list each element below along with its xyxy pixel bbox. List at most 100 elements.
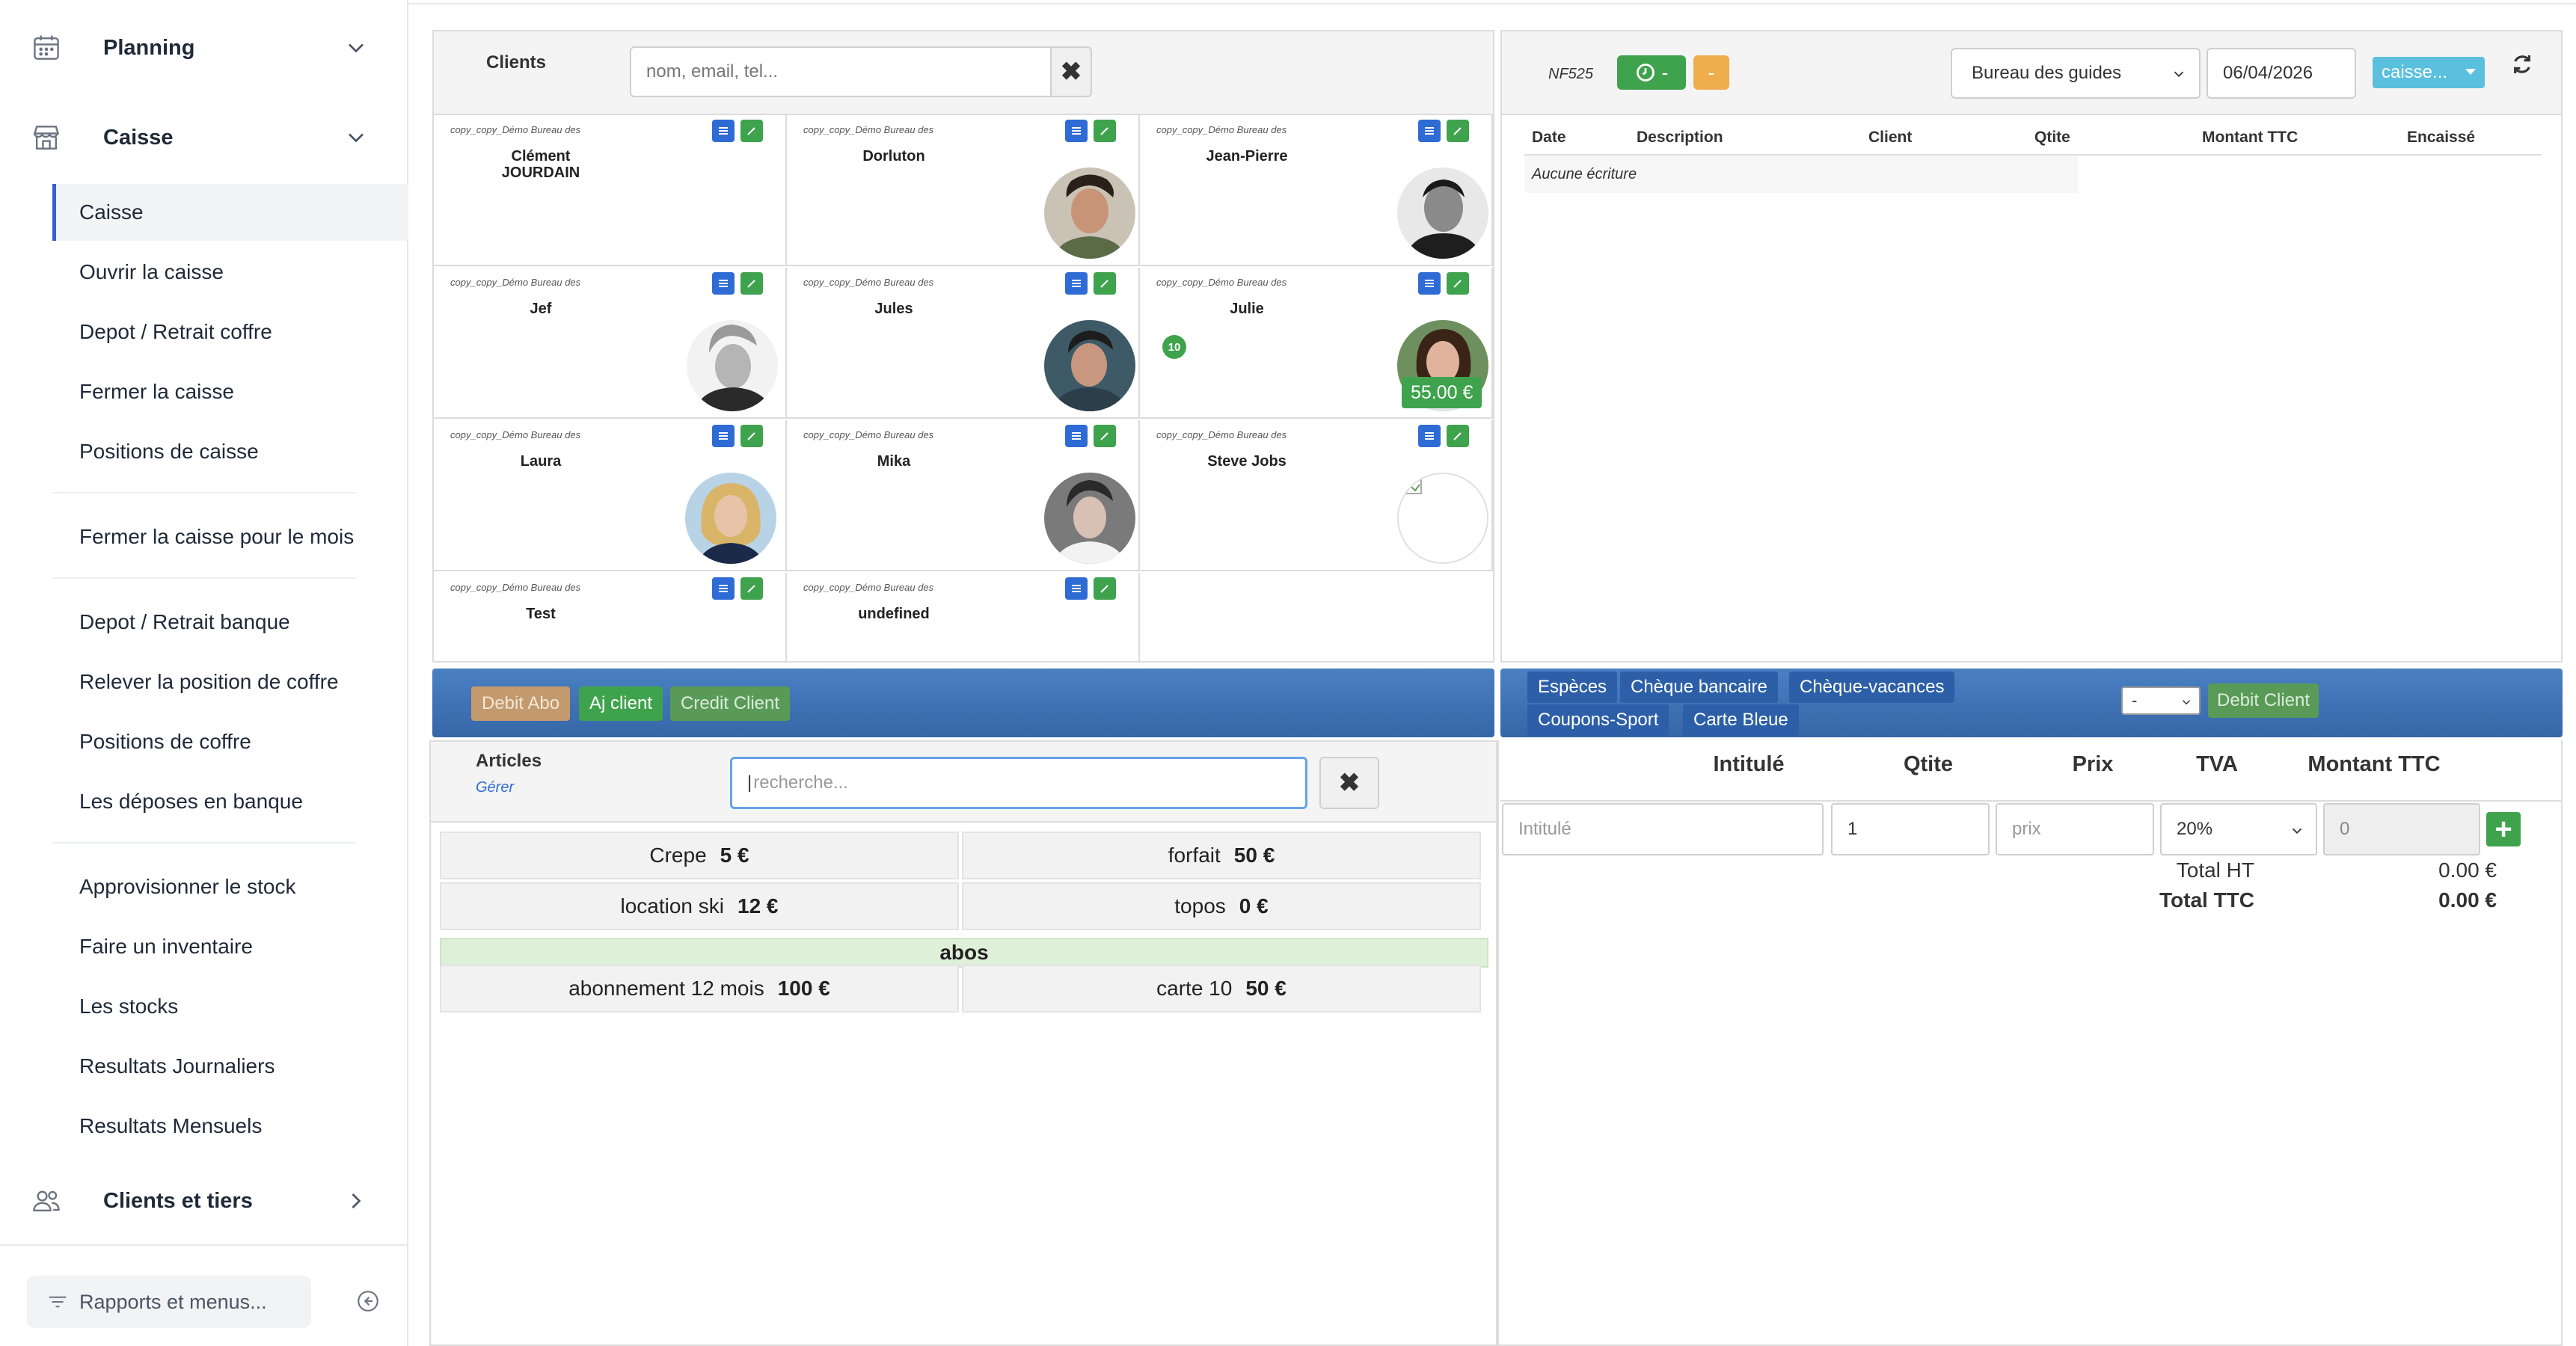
sidebar-divider: [52, 577, 356, 579]
column-header-qty: Qtite: [2034, 129, 2070, 146]
client-edit-button[interactable]: [1447, 272, 1469, 295]
debit-abo-button[interactable]: Debit Abo: [471, 686, 571, 721]
client-card[interactable]: copy_copy_Démo Bureau des Test: [434, 573, 787, 663]
article-item[interactable]: forfait 50 €: [962, 832, 1481, 879]
article-item[interactable]: abonnement 12 mois 100 €: [440, 965, 959, 1012]
sidebar-divider: [52, 842, 356, 843]
client-details-button[interactable]: [712, 120, 735, 142]
list-icon: [719, 127, 728, 135]
line-vat-select[interactable]: 20%: [2160, 803, 2317, 855]
client-card[interactable]: copy_copy_Démo Bureau des Jean-Pierre: [1140, 115, 1493, 266]
sidebar-item-stocks[interactable]: Les stocks: [79, 995, 179, 1018]
article-item[interactable]: carte 10 50 €: [962, 965, 1481, 1012]
client-details-button[interactable]: [712, 577, 735, 600]
sidebar-item-positions-caisse[interactable]: Positions de caisse: [79, 440, 259, 463]
client-details-button[interactable]: [1065, 272, 1088, 295]
client-edit-button[interactable]: [740, 577, 763, 600]
sidebar-item-caisse[interactable]: Caisse: [52, 184, 408, 241]
article-item[interactable]: location ski 12 €: [440, 882, 959, 930]
payment-cash-button[interactable]: Espèces: [1527, 672, 1618, 703]
article-item[interactable]: topos 0 €: [962, 882, 1481, 930]
client-search-clear-button[interactable]: ✖: [1050, 46, 1092, 97]
client-details-button[interactable]: [712, 425, 735, 447]
sidebar-item-fermer-caisse-mois[interactable]: Fermer la caisse pour le mois: [79, 525, 355, 548]
sidebar-item-relever-position-coffre[interactable]: Relever la position de coffre: [79, 670, 339, 693]
payment-check-button[interactable]: Chèque bancaire: [1620, 672, 1778, 703]
article-search-clear-button[interactable]: ✖: [1319, 757, 1379, 809]
client-details-button[interactable]: [712, 272, 735, 295]
sidebar-item-depot-retrait-banque[interactable]: Depot / Retrait banque: [79, 610, 290, 633]
client-edit-button[interactable]: [740, 120, 763, 142]
client-details-button[interactable]: [1418, 425, 1441, 447]
client-details-button[interactable]: [1065, 120, 1088, 142]
payment-client-select[interactable]: -: [2121, 686, 2201, 715]
client-edit-button[interactable]: [1094, 425, 1116, 447]
article-item[interactable]: Crepe 5 €: [440, 832, 959, 879]
office-select[interactable]: Bureau des guides: [1951, 48, 2201, 99]
sidebar-group-clients-tiers[interactable]: Clients et tiers: [0, 1167, 408, 1235]
debit-client-button[interactable]: Debit Client: [2208, 683, 2319, 718]
payment-sport-coupon-button[interactable]: Coupons-Sport: [1527, 704, 1669, 736]
collapse-sidebar-icon[interactable]: [355, 1288, 381, 1315]
chevron-down-icon[interactable]: [343, 124, 369, 151]
column-header-client: Client: [1868, 129, 1913, 146]
client-card[interactable]: copy_copy_Démo Bureau des Laura: [434, 420, 787, 571]
client-details-button[interactable]: [1065, 425, 1088, 447]
client-edit-button[interactable]: [1094, 272, 1116, 295]
status-pill-orange[interactable]: -: [1693, 55, 1729, 90]
reports-menu-button[interactable]: Rapports et menus...: [27, 1276, 311, 1328]
add-client-button[interactable]: Aj client: [579, 686, 663, 721]
sidebar-group-label: Caisse: [103, 125, 174, 150]
sidebar-item-fermer-caisse[interactable]: Fermer la caisse: [79, 380, 234, 403]
chevron-down-icon[interactable]: [343, 34, 369, 61]
client-details-button[interactable]: [1418, 272, 1441, 295]
client-details-button[interactable]: [1065, 577, 1088, 600]
client-avatar: [1044, 320, 1135, 411]
client-card[interactable]: copy_copy_Démo Bureau des Dorluton: [787, 115, 1140, 266]
line-price-input[interactable]: prix: [1996, 803, 2154, 855]
refresh-icon[interactable]: [2510, 52, 2534, 76]
pencil-icon: [1100, 280, 1108, 288]
line-qty-input[interactable]: 1: [1831, 803, 1990, 855]
chevron-right-icon[interactable]: [343, 1187, 369, 1214]
status-pill-green[interactable]: -: [1617, 55, 1686, 90]
sidebar-item-deposes-banque[interactable]: Les déposes en banque: [79, 790, 303, 813]
client-edit-button[interactable]: [1094, 120, 1116, 142]
client-card[interactable]: copy_copy_Démo Bureau des Steve Jobs: [1140, 420, 1493, 571]
client-card[interactable]: copy_copy_Démo Bureau des Jules: [787, 268, 1140, 419]
sidebar-item-positions-coffre[interactable]: Positions de coffre: [79, 730, 251, 753]
column-header-total-ttc: Montant TTC: [2307, 752, 2441, 776]
client-office: copy_copy_Démo Bureau des: [1156, 277, 1287, 288]
client-name: Laura: [520, 453, 562, 470]
client-card[interactable]: copy_copy_Démo Bureau des Mika: [787, 420, 1140, 571]
payment-holiday-voucher-button[interactable]: Chèque-vacances: [1789, 672, 1955, 703]
payment-card-button[interactable]: Carte Bleue: [1683, 704, 1799, 736]
line-label-input[interactable]: Intitulé: [1502, 803, 1824, 855]
article-search-input[interactable]: | recherche...: [730, 757, 1307, 809]
sidebar-group-caisse[interactable]: Caisse: [0, 103, 408, 172]
register-dropdown[interactable]: caisse...: [2373, 57, 2485, 88]
sidebar-item-ouvrir-caisse[interactable]: Ouvrir la caisse: [79, 260, 224, 283]
add-line-button[interactable]: +: [2486, 812, 2521, 846]
sidebar-item-inventaire[interactable]: Faire un inventaire: [79, 935, 253, 958]
sidebar-item-depot-retrait-coffre[interactable]: Depot / Retrait coffre: [79, 320, 272, 343]
column-header-qty: Qtite: [1903, 752, 1954, 776]
credit-client-button[interactable]: Credit Client: [670, 686, 791, 721]
client-edit-button[interactable]: [740, 272, 763, 295]
client-edit-button[interactable]: [1447, 425, 1469, 447]
client-search-input[interactable]: [630, 46, 1052, 97]
client-card[interactable]: copy_copy_Démo Bureau des Clément JOURDA…: [434, 115, 787, 266]
date-input[interactable]: 06/04/2026: [2207, 48, 2356, 99]
sidebar-item-approvisionner-stock[interactable]: Approvisionner le stock: [79, 875, 296, 898]
client-edit-button[interactable]: [740, 425, 763, 447]
client-edit-button[interactable]: [1447, 120, 1469, 142]
sidebar-item-resultats-journaliers[interactable]: Resultats Journaliers: [79, 1054, 275, 1078]
client-edit-button[interactable]: [1094, 577, 1116, 600]
client-card[interactable]: copy_copy_Démo Bureau des Jef: [434, 268, 787, 419]
articles-manage-link[interactable]: Gérer: [476, 779, 515, 796]
client-details-button[interactable]: [1418, 120, 1441, 142]
sidebar-group-planning[interactable]: Planning: [0, 13, 408, 82]
client-card[interactable]: copy_copy_Démo Bureau des undefined: [787, 573, 1140, 663]
sidebar-item-resultats-mensuels[interactable]: Resultats Mensuels: [79, 1114, 263, 1137]
client-card[interactable]: copy_copy_Démo Bureau des Julie 10 55.00…: [1140, 268, 1493, 419]
